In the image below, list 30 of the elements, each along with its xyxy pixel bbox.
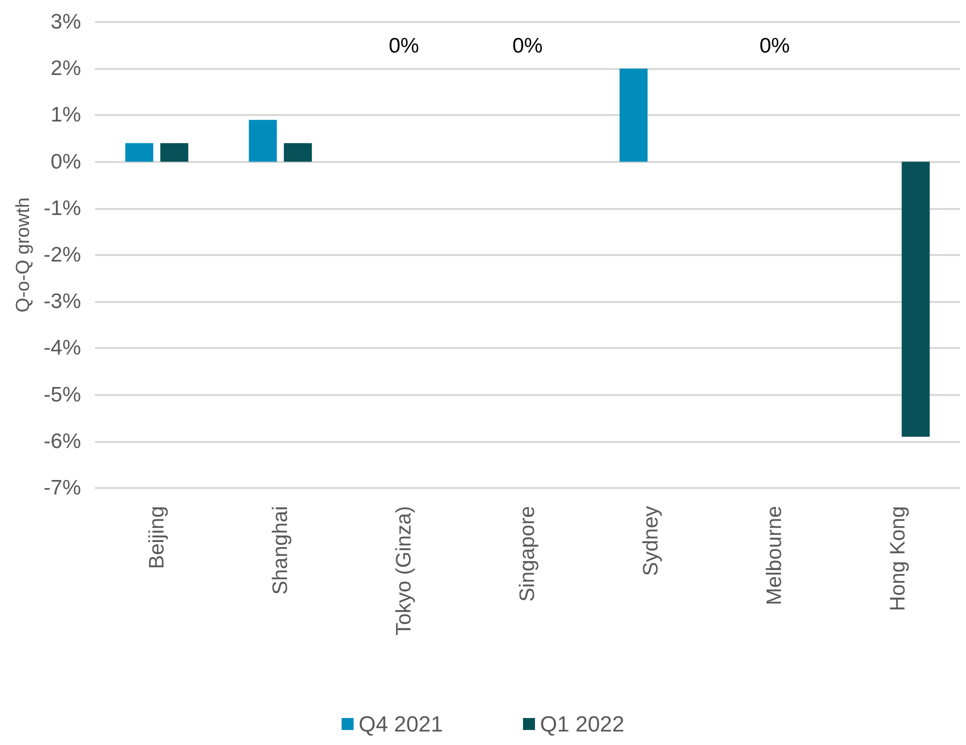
annotation: 0% bbox=[388, 34, 420, 58]
y-tick-label: -6% bbox=[44, 430, 81, 453]
x-tick-label: Shanghai bbox=[268, 506, 292, 595]
annotation: 0% bbox=[759, 34, 790, 58]
y-tick-label: -5% bbox=[44, 383, 81, 406]
legend-label: Q4 2021 bbox=[358, 712, 444, 736]
y-tick-label: -2% bbox=[44, 244, 81, 266]
x-tick-label: Tokyo (Ginza) bbox=[392, 506, 416, 636]
bar bbox=[125, 143, 154, 162]
y-tick-label: 3% bbox=[50, 10, 81, 34]
x-tick-label: Singapore bbox=[516, 506, 539, 602]
y-tick-label: 2% bbox=[50, 57, 81, 80]
x-tick-label: Sydney bbox=[640, 506, 663, 576]
y-tick-label: -7% bbox=[44, 476, 81, 500]
x-tick-label: Melbourne bbox=[763, 506, 786, 606]
y-tick-label: -1% bbox=[44, 196, 81, 220]
y-tick-label: -3% bbox=[44, 290, 81, 314]
y-axis-title: Q-o-Q growth bbox=[12, 197, 34, 313]
x-tick-label: Hong Kong bbox=[886, 506, 910, 612]
bar bbox=[620, 68, 648, 162]
legend-label: Q1 2022 bbox=[540, 712, 624, 736]
bar bbox=[160, 143, 188, 162]
x-tick-label: Beijing bbox=[145, 506, 168, 570]
y-tick-label: -4% bbox=[44, 336, 81, 360]
y-tick-label: 1% bbox=[50, 104, 81, 127]
annotation: 0% bbox=[512, 34, 543, 58]
y-tick-label: 0% bbox=[50, 150, 81, 174]
bar bbox=[902, 162, 930, 437]
bar bbox=[248, 120, 277, 162]
bar bbox=[284, 143, 312, 162]
